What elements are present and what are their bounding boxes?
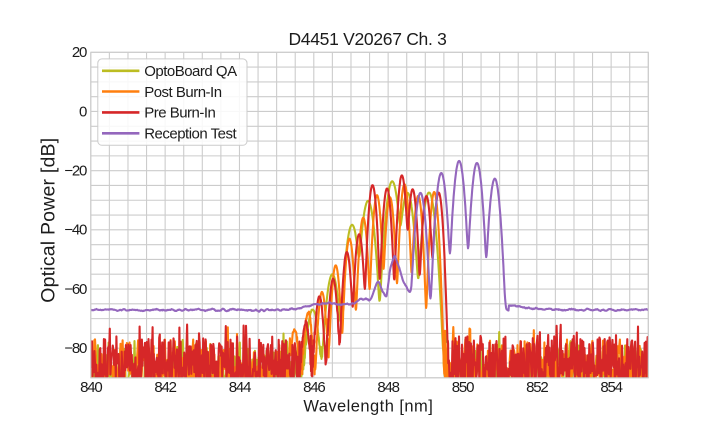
svg-text:844: 844: [229, 379, 251, 396]
svg-text:Reception Test: Reception Test: [144, 126, 237, 143]
svg-text:840: 840: [80, 379, 102, 396]
svg-text:Optical Power [dB]: Optical Power [dB]: [38, 138, 60, 303]
svg-text:OptoBoard QA: OptoBoard QA: [144, 63, 237, 80]
svg-text:846: 846: [303, 379, 325, 396]
svg-text:852: 852: [526, 379, 548, 396]
svg-text:Pre Burn-In: Pre Burn-In: [144, 105, 215, 122]
svg-text:842: 842: [154, 379, 176, 396]
svg-text:−40: −40: [64, 222, 87, 239]
svg-text:Wavelength [nm]: Wavelength [nm]: [303, 398, 433, 416]
svg-text:−20: −20: [64, 163, 87, 180]
svg-text:850: 850: [452, 379, 474, 396]
svg-text:−60: −60: [64, 281, 87, 298]
svg-text:−80: −80: [64, 340, 87, 357]
svg-text:0: 0: [79, 103, 87, 120]
svg-text:854: 854: [600, 379, 622, 396]
svg-text:848: 848: [377, 379, 399, 396]
svg-text:D4451 V20267 Ch. 3: D4451 V20267 Ch. 3: [288, 29, 446, 49]
svg-text:Post Burn-In: Post Burn-In: [144, 84, 222, 101]
svg-text:20: 20: [72, 44, 87, 61]
